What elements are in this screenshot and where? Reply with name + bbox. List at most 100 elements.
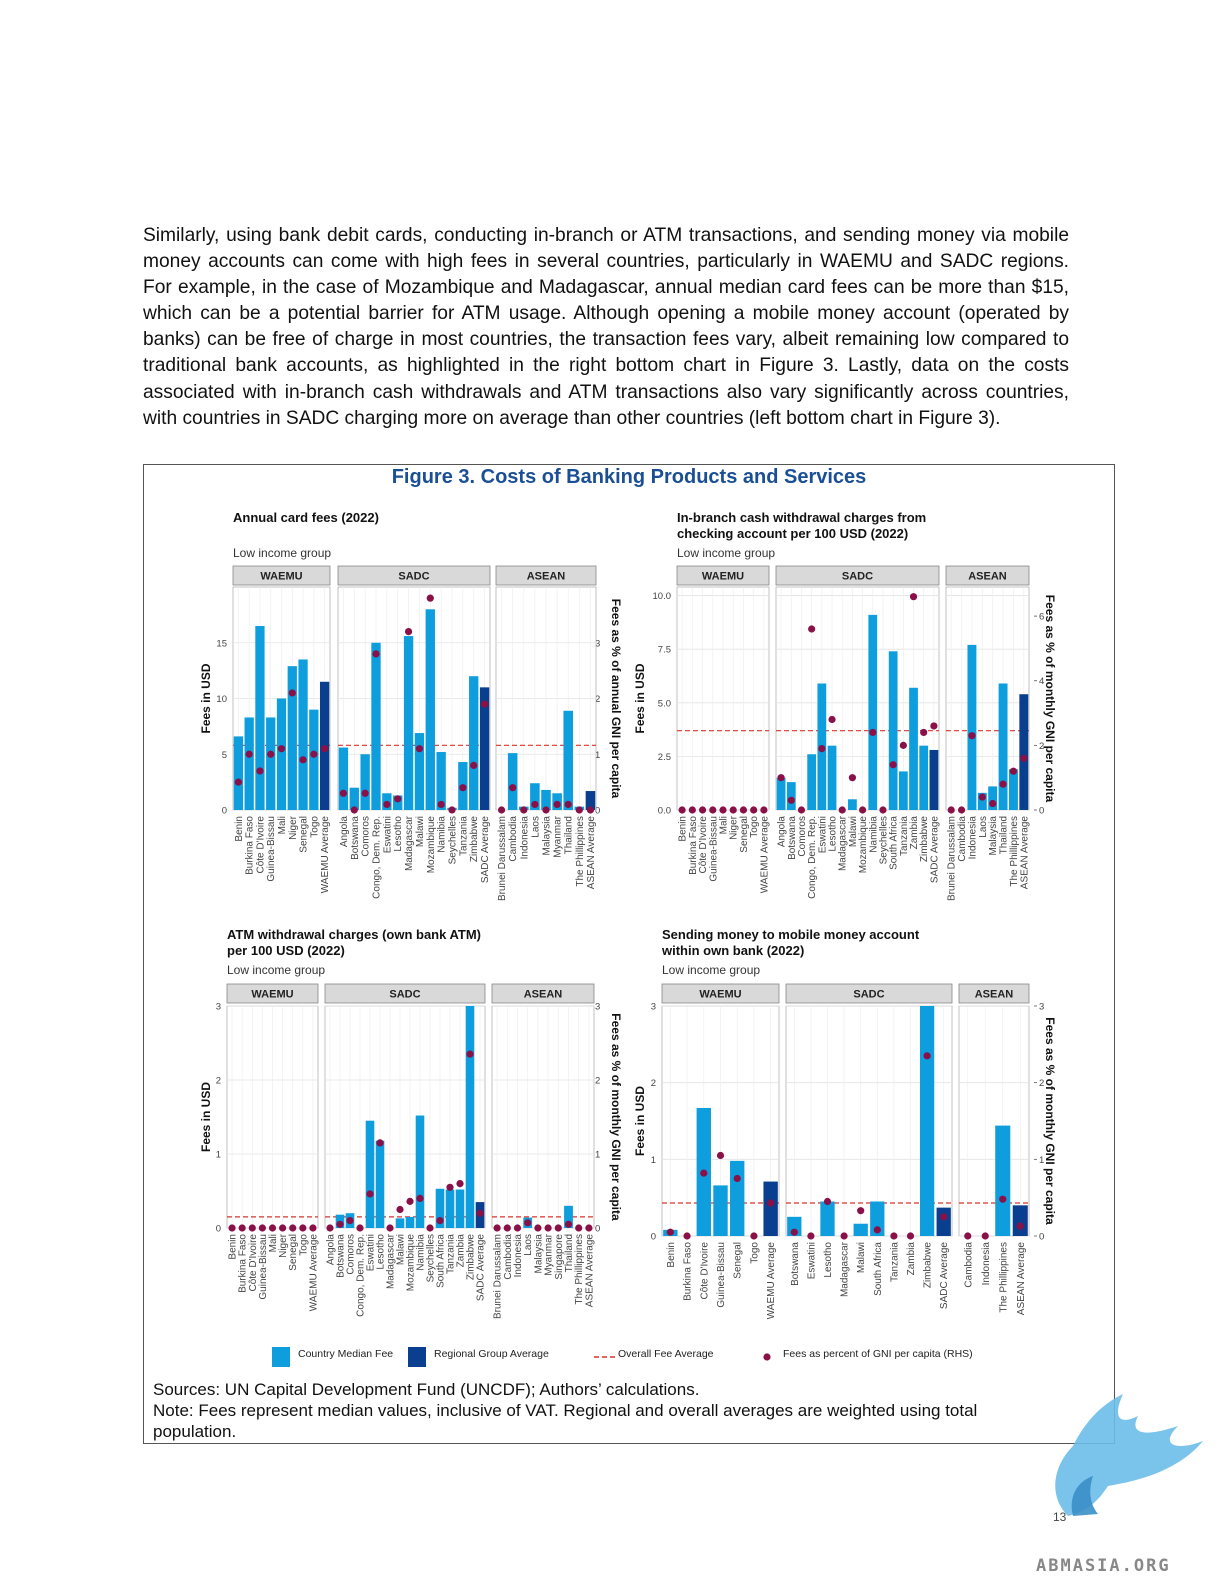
category-label: Congo, Dem. Rep. — [356, 1234, 367, 1317]
category-label: South Africa — [889, 816, 900, 870]
category-label: Madagascar — [838, 815, 849, 871]
figure-title: Figure 3. Costs of Banking Products and … — [391, 466, 867, 488]
gni-percent-dot — [575, 806, 583, 814]
gni-percent-dot — [372, 650, 380, 658]
gni-percent-dot — [448, 806, 456, 814]
category-label: Thailand — [564, 1234, 575, 1272]
y2-tick-label: 1 — [595, 750, 600, 761]
y2-axis-label: Fees as % of monthly GNI per capita — [1043, 1017, 1057, 1225]
category-label: Laos — [530, 816, 541, 838]
y-tick-label: 2 — [651, 1078, 656, 1089]
category-label: Namibia — [868, 816, 879, 853]
y-tick-label: 7.5 — [658, 645, 671, 656]
gni-percent-dot — [818, 744, 826, 753]
category-label: Botswana — [350, 816, 361, 860]
chart-subtitle: Low income group — [677, 546, 775, 560]
category-label: Zimbabwe — [919, 816, 930, 863]
category-label: Comoros — [797, 816, 808, 857]
country-bar — [998, 683, 1008, 810]
category-label: Tanzania — [889, 1242, 900, 1282]
category-label: Benin — [234, 816, 245, 842]
y-axis-label: Fees in USD — [199, 663, 213, 733]
category-label: Togo — [749, 816, 760, 838]
gni-percent-dot — [258, 1224, 266, 1232]
gni-percent-dot — [361, 789, 369, 797]
y-axis-label: Fees in USD — [633, 663, 647, 733]
figure-notes: Sources: UN Capital Development Fund (UN… — [153, 1379, 1053, 1442]
category-label: Guinea-Bissau — [708, 816, 719, 882]
category-label: Madagascar — [840, 1241, 851, 1297]
category-label: Burkina Faso — [245, 816, 256, 875]
gni-percent-dot — [729, 806, 737, 814]
category-label: Malaysia — [542, 816, 553, 856]
country-bar — [827, 745, 837, 810]
panel-strip — [785, 983, 953, 1004]
country-bar — [787, 1216, 802, 1236]
y2-tick-label: 2 — [595, 694, 600, 705]
legend-swatch-country — [272, 1347, 290, 1367]
country-bar — [266, 717, 276, 810]
panel-strip — [945, 565, 1030, 586]
gni-percent-dot — [808, 625, 816, 633]
country-bar — [415, 1115, 425, 1228]
legend-swatch-regional — [408, 1347, 426, 1367]
gni-percent-dot — [873, 1226, 881, 1234]
category-label: Guinea-Bissau — [266, 816, 277, 882]
chart-subtitle: Low income group — [227, 963, 325, 977]
gni-percent-dot — [245, 750, 253, 758]
gni-percent-dot — [797, 806, 806, 814]
gni-percent-dot — [733, 1174, 741, 1183]
y-tick-label: 1 — [216, 1150, 221, 1161]
gni-percent-dot — [848, 774, 857, 782]
legend-overall-average: Overall Fee Average — [618, 1348, 714, 1360]
gni-percent-dot — [750, 1232, 758, 1240]
gni-percent-dot — [968, 732, 976, 740]
category-label: Angola — [339, 816, 350, 848]
category-label: Zambia — [906, 1242, 917, 1276]
country-bar — [507, 753, 518, 810]
category-label: Senegal — [288, 1234, 299, 1271]
category-label: Laos — [523, 1234, 534, 1256]
country-bar — [563, 710, 573, 810]
panel-strip-label: SADC — [842, 571, 873, 583]
country-bar — [786, 782, 796, 810]
body-paragraph: Similarly, using bank debit cards, condu… — [143, 225, 1069, 429]
gni-percent-dot — [493, 1224, 501, 1232]
gni-percent-dot — [920, 728, 928, 737]
category-label: Eswatini — [817, 816, 828, 853]
category-label: Lesotho — [393, 816, 404, 852]
category-label: Côte D'Ivoire — [255, 816, 266, 874]
country-bar — [465, 1006, 475, 1228]
category-label: SADC Average — [480, 816, 491, 884]
category-label: Tanzania — [446, 1234, 457, 1274]
y2-tick-label: 3 — [595, 638, 600, 649]
gni-percent-dot — [339, 789, 348, 797]
category-label: Mozambique — [406, 1234, 417, 1292]
country-bar — [233, 736, 244, 810]
country-bar — [360, 754, 370, 810]
category-label: Eswatini — [382, 816, 393, 853]
gni-percent-dot — [1020, 754, 1028, 762]
y-tick-label: 0 — [222, 806, 227, 817]
category-label: Namibia — [437, 816, 448, 853]
country-bar — [967, 644, 977, 810]
gni-percent-dot — [336, 1220, 344, 1228]
gni-percent-dot — [840, 1232, 848, 1240]
country-bar — [403, 636, 414, 810]
panel-strip-label: WAEMU — [699, 989, 741, 1001]
gni-percent-dot — [760, 806, 768, 814]
country-bar — [276, 698, 287, 810]
gni-percent-dot — [426, 1224, 434, 1232]
regional-average-bar — [929, 749, 939, 810]
panel-strip-label: SADC — [398, 571, 429, 583]
category-label: South Africa — [873, 1242, 884, 1296]
category-label: Eswatini — [366, 1234, 377, 1271]
gni-percent-dot — [531, 800, 539, 809]
country-bar — [338, 747, 349, 810]
category-label: Burkina Faso — [238, 1234, 249, 1293]
panel-strip — [661, 983, 780, 1004]
category-label: Cambodia — [957, 816, 968, 862]
y2-tick-label: 0 — [1039, 806, 1044, 817]
country-bar — [909, 687, 918, 810]
y-tick-label: 5.0 — [658, 698, 671, 709]
